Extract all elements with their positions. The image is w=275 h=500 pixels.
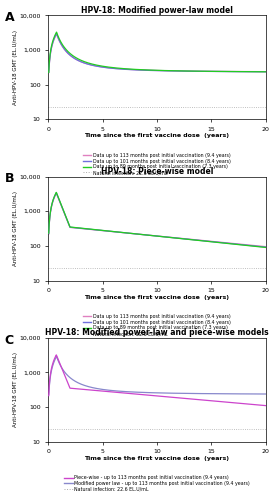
Title: HPV-18: Modified power-law model: HPV-18: Modified power-law model: [81, 6, 233, 15]
Text: B: B: [5, 172, 14, 186]
Title: HPV-18: Piece-wise model: HPV-18: Piece-wise model: [101, 166, 213, 175]
Text: A: A: [5, 11, 14, 24]
X-axis label: Time since the first vaccine dose  (years): Time since the first vaccine dose (years…: [84, 134, 229, 138]
Legend: Data up to 113 months post initial vaccination (9.4 years), Data up to 101 month: Data up to 113 months post initial vacci…: [83, 314, 231, 336]
Legend: Piece-wise - up to 113 months post initial vaccination (9.4 years), Modified pow: Piece-wise - up to 113 months post initi…: [64, 476, 250, 492]
X-axis label: Time since the first vaccine dose  (years): Time since the first vaccine dose (years…: [84, 294, 229, 300]
Legend: Data up to 113 months post initial vaccination (9.4 years), Data up to 101 month: Data up to 113 months post initial vacci…: [83, 153, 231, 175]
Title: HPV-18: Modified power-law and piece-wise models: HPV-18: Modified power-law and piece-wis…: [45, 328, 269, 337]
Text: C: C: [5, 334, 14, 346]
X-axis label: Time since the first vaccine dose  (years): Time since the first vaccine dose (years…: [84, 456, 229, 460]
Y-axis label: Anti-HPV-18 GMT (EL.U/mL): Anti-HPV-18 GMT (EL.U/mL): [13, 191, 18, 266]
Y-axis label: Anti-HPV-18 GMT (EL.U/mL): Anti-HPV-18 GMT (EL.U/mL): [13, 352, 18, 427]
Y-axis label: Anti-HPV-18 GMT (EL.U/mL): Anti-HPV-18 GMT (EL.U/mL): [13, 30, 18, 105]
